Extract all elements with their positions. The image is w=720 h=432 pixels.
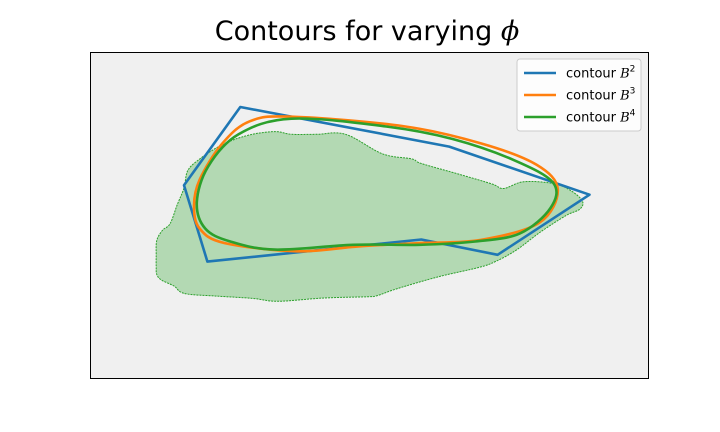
legend-label-contour-b3: contour B3 — [566, 87, 635, 104]
legend-label-exponent: 2 — [630, 65, 636, 75]
legend-label-word: contour — [566, 67, 620, 82]
legend-label-exponent: 4 — [630, 109, 636, 119]
chart-title-symbol: ϕ — [500, 16, 520, 47]
legend-label-word: contour — [566, 111, 620, 126]
filled-region — [155, 131, 584, 302]
chart-title: Contours for varying ϕ — [0, 16, 720, 47]
legend-label-exponent: 3 — [630, 87, 636, 97]
series-line-contour-b3 — [192, 115, 560, 253]
legend-label-contour-b4: contour B4 — [566, 109, 636, 126]
legend-label-symbol: B — [619, 67, 630, 82]
chart-title-text: Contours for varying — [214, 16, 493, 47]
plot-layer — [155, 105, 591, 302]
legend-label-symbol: B — [619, 111, 630, 126]
legend-label-symbol: B — [619, 89, 630, 104]
legend-box — [516, 58, 642, 132]
legend-label-word: contour — [566, 89, 620, 104]
series-line-contour-b4 — [195, 117, 558, 251]
legend-label-contour-b2: contour B2 — [566, 65, 635, 82]
series-line-contour-b2 — [182, 105, 591, 263]
